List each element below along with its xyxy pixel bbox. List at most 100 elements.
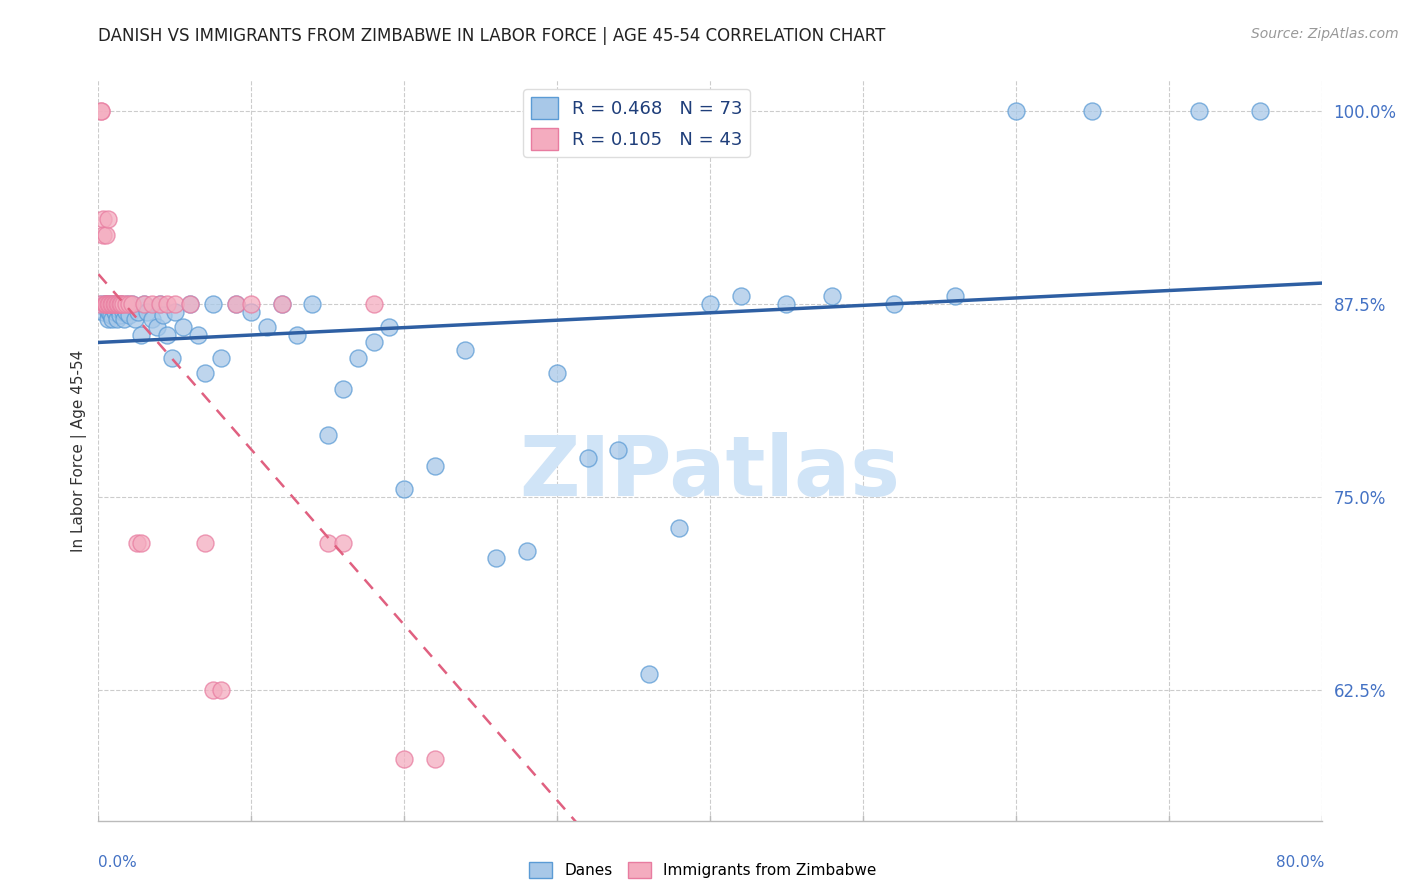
Point xyxy=(1188,104,1211,119)
Point xyxy=(301,297,323,311)
Point xyxy=(93,297,115,311)
Point xyxy=(107,301,129,316)
Point xyxy=(179,297,201,311)
Point xyxy=(378,320,401,334)
Point xyxy=(93,297,115,311)
Point xyxy=(98,297,121,311)
Point xyxy=(607,443,630,458)
Point xyxy=(97,297,120,311)
Point xyxy=(156,297,179,311)
Point xyxy=(90,297,112,311)
Point xyxy=(187,327,209,342)
Point xyxy=(136,304,159,318)
Point xyxy=(152,308,174,322)
Point xyxy=(1081,104,1104,119)
Point xyxy=(209,351,232,365)
Point xyxy=(107,297,129,311)
Point xyxy=(97,212,120,227)
Point xyxy=(110,297,132,311)
Point xyxy=(125,536,148,550)
Point xyxy=(225,297,247,311)
Point xyxy=(883,297,905,311)
Point xyxy=(118,297,141,311)
Point xyxy=(97,304,120,318)
Point xyxy=(91,304,114,318)
Point xyxy=(194,367,217,381)
Point xyxy=(202,682,225,697)
Point xyxy=(98,297,121,311)
Point xyxy=(423,752,446,766)
Point xyxy=(115,304,138,318)
Point xyxy=(94,297,117,311)
Point xyxy=(285,327,308,342)
Point xyxy=(111,304,134,318)
Point xyxy=(730,289,752,303)
Text: DANISH VS IMMIGRANTS FROM ZIMBABWE IN LABOR FORCE | AGE 45-54 CORRELATION CHART: DANISH VS IMMIGRANTS FROM ZIMBABWE IN LA… xyxy=(98,27,886,45)
Point xyxy=(1004,104,1026,119)
Point xyxy=(91,212,114,227)
Point xyxy=(202,297,225,311)
Point xyxy=(163,304,186,318)
Point xyxy=(100,297,122,311)
Point xyxy=(129,327,152,342)
Point xyxy=(316,428,339,442)
Point xyxy=(111,297,134,311)
Point xyxy=(108,297,131,311)
Point xyxy=(101,312,124,326)
Point xyxy=(160,351,183,365)
Point xyxy=(94,297,117,311)
Point xyxy=(90,104,112,119)
Legend: Danes, Immigrants from Zimbabwe: Danes, Immigrants from Zimbabwe xyxy=(523,856,883,884)
Point xyxy=(163,297,186,311)
Point xyxy=(699,297,721,311)
Point xyxy=(392,482,416,496)
Point xyxy=(546,367,568,381)
Point xyxy=(576,451,599,466)
Point xyxy=(118,308,141,322)
Point xyxy=(392,752,416,766)
Point xyxy=(104,304,127,318)
Point xyxy=(141,297,163,311)
Point xyxy=(97,312,120,326)
Point xyxy=(149,297,172,311)
Point xyxy=(347,351,370,365)
Point xyxy=(104,297,127,311)
Point xyxy=(485,551,508,566)
Point xyxy=(121,297,143,311)
Point xyxy=(127,304,149,318)
Point xyxy=(363,297,385,311)
Point xyxy=(94,227,117,242)
Point xyxy=(110,297,132,311)
Text: 0.0%: 0.0% xyxy=(98,855,138,870)
Point xyxy=(105,312,128,326)
Point xyxy=(156,327,179,342)
Point xyxy=(149,297,172,311)
Point xyxy=(101,297,124,311)
Point xyxy=(103,301,125,316)
Y-axis label: In Labor Force | Age 45-54: In Labor Force | Age 45-54 xyxy=(72,350,87,551)
Point xyxy=(270,297,292,311)
Point xyxy=(100,308,122,322)
Point xyxy=(270,297,292,311)
Point xyxy=(943,289,966,303)
Point xyxy=(172,320,194,334)
Point xyxy=(115,297,138,311)
Point xyxy=(117,297,139,311)
Point xyxy=(240,297,263,311)
Text: 80.0%: 80.0% xyxy=(1277,855,1324,870)
Text: Source: ZipAtlas.com: Source: ZipAtlas.com xyxy=(1251,27,1399,41)
Point xyxy=(124,312,146,326)
Point xyxy=(775,297,797,311)
Point xyxy=(134,297,156,311)
Point xyxy=(103,297,125,311)
Point xyxy=(454,343,477,358)
Point xyxy=(1249,104,1271,119)
Point xyxy=(100,297,122,311)
Point xyxy=(179,297,201,311)
Point xyxy=(194,536,217,550)
Point xyxy=(98,304,121,318)
Point xyxy=(668,520,690,534)
Point xyxy=(332,536,354,550)
Point xyxy=(103,297,125,311)
Point xyxy=(316,536,339,550)
